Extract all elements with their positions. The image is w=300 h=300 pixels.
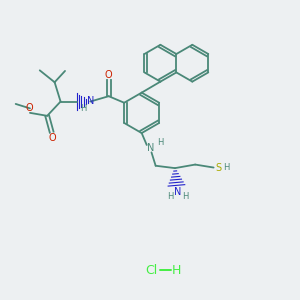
- Text: S: S: [216, 163, 222, 172]
- Text: O: O: [105, 70, 112, 80]
- Text: H: H: [167, 192, 173, 201]
- Text: O: O: [25, 103, 33, 113]
- Text: H: H: [80, 104, 86, 113]
- Text: H: H: [157, 138, 164, 147]
- Text: N: N: [174, 187, 181, 197]
- Text: N: N: [87, 96, 94, 106]
- Text: O: O: [48, 133, 56, 143]
- Text: N: N: [147, 143, 154, 153]
- Text: H: H: [172, 264, 181, 277]
- Text: H: H: [223, 163, 230, 172]
- Text: Cl: Cl: [146, 264, 158, 277]
- Text: H: H: [182, 192, 189, 201]
